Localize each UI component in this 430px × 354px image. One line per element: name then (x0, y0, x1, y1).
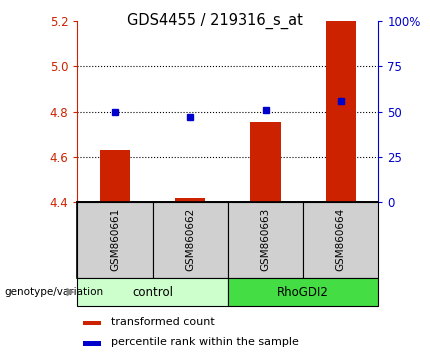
Text: percentile rank within the sample: percentile rank within the sample (111, 337, 298, 347)
Text: GSM860662: GSM860662 (185, 208, 195, 272)
Bar (83, 341, 101, 346)
Bar (77, 202, 153, 278)
Bar (83, 321, 101, 325)
Bar (100, 150, 130, 202)
Text: transformed count: transformed count (111, 317, 214, 327)
Bar (303, 202, 378, 278)
Text: GSM860663: GSM860663 (261, 208, 270, 272)
Text: GSM860664: GSM860664 (336, 208, 346, 272)
Bar (250, 122, 281, 202)
Text: RhoGDI2: RhoGDI2 (277, 286, 329, 298)
Bar (228, 278, 378, 306)
Bar (153, 202, 228, 278)
Text: GSM860661: GSM860661 (110, 208, 120, 272)
Bar (326, 21, 356, 202)
Bar (77, 278, 228, 306)
Bar (228, 202, 303, 278)
Text: control: control (132, 286, 173, 298)
Text: GDS4455 / 219316_s_at: GDS4455 / 219316_s_at (127, 12, 303, 29)
Text: genotype/variation: genotype/variation (4, 287, 104, 297)
Bar (175, 198, 206, 202)
